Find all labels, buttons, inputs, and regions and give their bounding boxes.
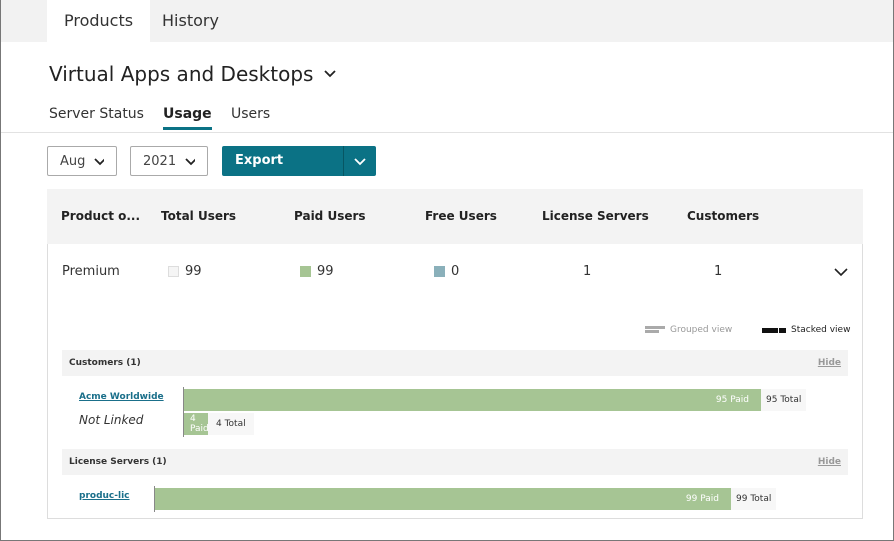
paid-value: 99 [317,264,334,279]
license-servers-section-header: License Servers (1) Hide [62,449,848,475]
year-value: 2021 [143,153,177,169]
chevron-down-icon [185,157,195,165]
divider [1,132,893,133]
row-total-users: 99 [168,264,202,279]
subtab-usage[interactable]: Usage [163,106,212,130]
bar-row: 99 Paid 99 Total [155,488,777,510]
total-label: 4 Total [208,413,254,435]
tab-history[interactable]: History [162,11,219,30]
year-select[interactable]: 2021 [130,146,208,176]
col-product[interactable]: Product o... [61,209,141,223]
chevron-down-icon [354,157,366,165]
export-dropdown-button[interactable] [344,146,376,176]
bar-row: 4 Paid 4 Total [184,413,254,435]
stacked-view-icon [762,327,786,333]
license-server-link[interactable]: produc-lic [79,491,130,501]
page-title: Virtual Apps and Desktops [49,62,314,86]
export-split-button: Export [222,146,376,176]
product-selector[interactable]: Virtual Apps and Desktops [49,62,337,86]
col-free-users[interactable]: Free Users [425,209,497,223]
month-select[interactable]: Aug [47,146,117,176]
export-button[interactable]: Export [222,146,344,176]
customer-link[interactable]: Acme Worldwide [79,392,164,402]
customer-name: Not Linked [79,413,144,427]
stacked-view-label: Stacked view [791,325,851,335]
customers-section-header: Customers (1) Hide [62,350,848,376]
col-total-users[interactable]: Total Users [161,209,237,223]
paid-bar: 99 Paid [155,488,731,510]
row-paid-users: 99 [300,264,334,279]
subtab-server-status[interactable]: Server Status [49,106,144,122]
collapse-chevron-icon[interactable] [834,268,848,277]
subtab-users[interactable]: Users [231,106,271,122]
total-label: 95 Total [761,389,807,411]
customers-section-title: Customers (1) [69,358,141,368]
chevron-down-icon [324,70,337,78]
free-swatch [434,266,445,277]
row-customers: 1 [714,264,723,279]
bar-row: 95 Paid 95 Total [184,389,807,411]
total-value: 99 [185,264,202,279]
row-free-users: 0 [434,264,459,279]
month-value: Aug [60,153,86,169]
chart-axis [183,387,184,437]
total-swatch [168,266,179,277]
grouped-view-toggle[interactable]: Grouped view [645,325,732,335]
chart-axis [154,486,155,512]
chevron-down-icon [94,157,104,165]
paid-swatch [300,266,311,277]
table-header [47,189,863,244]
hide-license-servers-link[interactable]: Hide [817,457,841,467]
paid-bar: 4 Paid [184,413,209,435]
col-license-servers[interactable]: License Servers [542,209,649,223]
total-label: 99 Total [731,488,777,510]
tab-products[interactable]: Products [47,0,151,42]
col-customers[interactable]: Customers [687,209,760,223]
license-servers-section-title: License Servers (1) [69,457,167,467]
paid-bar: 95 Paid [184,389,761,411]
row-product: Premium [62,264,120,279]
grouped-view-label: Grouped view [670,325,733,335]
free-value: 0 [451,264,460,279]
stacked-view-toggle[interactable]: Stacked view [762,325,850,335]
grouped-view-icon [645,326,665,333]
hide-customers-link[interactable]: Hide [817,358,841,368]
col-paid-users[interactable]: Paid Users [294,209,366,223]
row-license-servers: 1 [583,264,592,279]
